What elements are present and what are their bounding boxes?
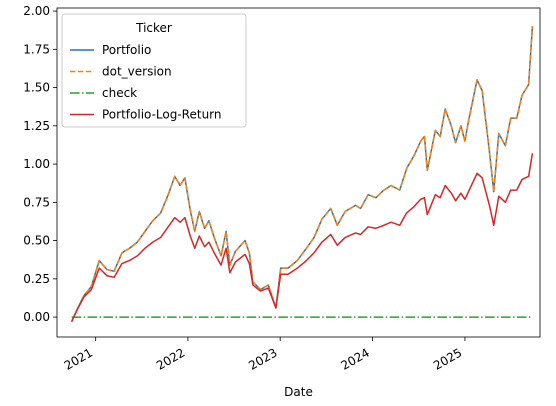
y-tick-label: 0.00 — [23, 310, 50, 324]
series-line-portfolio-log-return — [70, 153, 534, 323]
legend-label: Portfolio-Log-Return — [102, 108, 222, 122]
legend-label: check — [102, 86, 137, 100]
x-axis: 2021 2022 2023 2024 2025 — [62, 337, 466, 373]
y-tick-label: 0.25 — [23, 272, 50, 286]
y-tick-label: 2.00 — [23, 4, 50, 18]
x-tick-label: 2025 — [431, 345, 464, 372]
x-tick-label: 2022 — [154, 345, 187, 372]
legend: Ticker Portfoliodot_versioncheckPortfoli… — [61, 13, 247, 128]
y-tick-label: 1.50 — [23, 81, 50, 95]
legend-box — [61, 13, 247, 128]
x-axis-label: Date — [284, 385, 313, 399]
plot-frame — [56, 7, 541, 338]
y-tick-label: 0.75 — [23, 195, 50, 209]
y-tick-label: 1.75 — [23, 42, 50, 56]
x-tick-label: 2024 — [338, 345, 371, 372]
y-axis: 0.00 0.25 0.50 0.75 1.00 1.25 1.50 1.75 2.00 — [23, 4, 57, 324]
y-tick-label: 1.25 — [23, 119, 50, 133]
legend-label: Portfolio — [102, 43, 151, 57]
legend-label: dot_version — [102, 65, 172, 79]
series-layer — [70, 26, 534, 323]
legend-title: Ticker — [135, 21, 172, 35]
y-tick-label: 0.50 — [23, 234, 50, 248]
series-line-dot-version — [70, 26, 534, 323]
x-tick-label: 2023 — [246, 345, 279, 372]
x-tick-label: 2021 — [62, 345, 95, 372]
plot-area — [56, 7, 541, 338]
y-tick-label: 1.00 — [23, 157, 50, 171]
